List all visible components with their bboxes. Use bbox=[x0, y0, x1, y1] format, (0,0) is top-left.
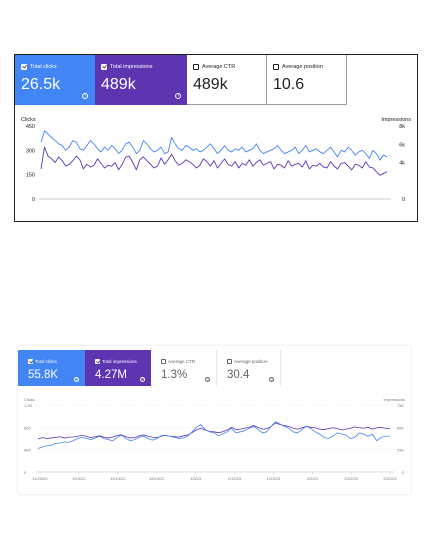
average-position-tile[interactable]: Average position 10.6 bbox=[267, 55, 347, 105]
total-impressions-tile[interactable]: Total impressions 4.27M ? bbox=[85, 350, 151, 386]
help-icon[interactable]: ? bbox=[175, 92, 181, 99]
left-tick-label: 0 bbox=[24, 470, 27, 475]
average-ctr-tile[interactable]: Average CTR 1.3% ? bbox=[151, 350, 217, 386]
metric-value: 1.3% bbox=[161, 369, 188, 381]
performance-panel-2: Total clicks 55.8K ? Total impressions 4… bbox=[18, 346, 410, 494]
performance-chart-2: Clicks Impressions 1.2K 800 400 0 75K 50K 25K 0 11… bbox=[24, 397, 405, 481]
metric-value: 489k bbox=[193, 76, 228, 93]
metric-label: Total impressions bbox=[110, 64, 153, 70]
left-tick-label: 800 bbox=[24, 425, 31, 430]
metric-label: Total clicks bbox=[30, 64, 57, 70]
help-icon[interactable]: ? bbox=[82, 92, 88, 99]
checkbox-unchecked-icon[interactable] bbox=[193, 64, 199, 70]
right-tick-label: 0 bbox=[402, 470, 405, 475]
x-tick-label: 1/3/23 bbox=[190, 476, 202, 481]
metric-label: Average CTR bbox=[168, 359, 196, 364]
right-tick-label: 6k bbox=[399, 142, 405, 148]
right-axis-title: Impressions bbox=[381, 117, 411, 123]
x-tick-label: 2/22/23 bbox=[383, 476, 397, 481]
metric-value: 4.27M bbox=[95, 369, 127, 381]
left-tick-label: 450 bbox=[26, 124, 35, 130]
checkbox-checked-icon[interactable] bbox=[101, 64, 107, 70]
x-tick-label: 1/23/23 bbox=[267, 476, 281, 481]
left-tick-label: 0 bbox=[32, 197, 35, 203]
total-clicks-tile[interactable]: Total clicks 26.5k ? bbox=[15, 55, 95, 105]
checkbox-checked-icon[interactable] bbox=[95, 359, 100, 364]
x-tick-label: 12/4/22 bbox=[72, 476, 86, 481]
right-tick-label: 75K bbox=[397, 403, 404, 408]
total-impressions-tile[interactable]: Total impressions 489k ? bbox=[95, 55, 187, 105]
metric-label: Total impressions bbox=[102, 359, 137, 364]
x-tick-label: 2/2/23 bbox=[307, 476, 319, 481]
x-tick-label: 2/12/23 bbox=[344, 476, 358, 481]
x-tick-label: 12/14/22 bbox=[110, 476, 126, 481]
metric-value: 10.6 bbox=[273, 76, 305, 93]
metric-tiles: Total clicks 26.5k ? Total impressions 4… bbox=[15, 55, 347, 105]
metric-value: 26.5k bbox=[21, 76, 61, 93]
performance-chart-1: Clicks Impressions 450 300 150 0 8k 6k 4k 0 bbox=[21, 117, 411, 203]
checkbox-unchecked-icon[interactable] bbox=[273, 64, 279, 70]
metric-label: Average position bbox=[282, 64, 323, 70]
total-clicks-tile[interactable]: Total clicks 55.8K ? bbox=[18, 350, 85, 386]
right-tick-label: 25K bbox=[397, 448, 404, 453]
metric-label: Average CTR bbox=[202, 64, 236, 70]
impressions-series-line bbox=[37, 422, 391, 440]
left-tick-label: 1.2K bbox=[24, 403, 33, 408]
metric-label: Total clicks bbox=[35, 359, 57, 364]
metric-value: 30.4 bbox=[227, 369, 250, 381]
help-icon[interactable]: ? bbox=[205, 376, 210, 382]
left-tick-label: 400 bbox=[24, 448, 31, 453]
left-tick-label: 150 bbox=[26, 173, 35, 179]
help-icon[interactable]: ? bbox=[269, 376, 274, 382]
performance-panel-1: Total clicks 26.5k ? Total impressions 4… bbox=[14, 54, 418, 222]
clicks-series-line bbox=[40, 130, 388, 161]
checkbox-checked-icon[interactable] bbox=[28, 359, 33, 364]
left-axis-title: Clicks bbox=[24, 397, 35, 402]
metric-label: Average position bbox=[234, 359, 268, 364]
metric-value: 55.8K bbox=[28, 369, 59, 381]
left-tick-label: 300 bbox=[26, 148, 35, 154]
x-tick-label: 12/24/22 bbox=[149, 476, 165, 481]
x-tick-label: 11/20/22 bbox=[32, 476, 48, 481]
left-axis-title: Clicks bbox=[21, 117, 36, 123]
checkbox-unchecked-icon[interactable] bbox=[161, 359, 166, 364]
help-icon[interactable]: ? bbox=[140, 376, 145, 382]
x-tick-label: 1/13/23 bbox=[228, 476, 242, 481]
clicks-series-line bbox=[37, 421, 390, 449]
right-tick-label: 8k bbox=[399, 124, 405, 130]
metric-value: 489k bbox=[101, 76, 136, 93]
average-ctr-tile[interactable]: Average CTR 489k bbox=[187, 55, 267, 105]
help-icon[interactable]: ? bbox=[74, 376, 79, 382]
right-axis-title: Impressions bbox=[383, 397, 405, 402]
right-tick-label: 50K bbox=[397, 425, 404, 430]
right-tick-label: 0 bbox=[402, 197, 405, 203]
right-tick-label: 4k bbox=[399, 161, 405, 167]
checkbox-unchecked-icon[interactable] bbox=[227, 359, 232, 364]
checkbox-checked-icon[interactable] bbox=[21, 64, 27, 70]
average-position-tile[interactable]: Average position 30.4 ? bbox=[217, 350, 281, 386]
impressions-series-line bbox=[40, 146, 388, 176]
